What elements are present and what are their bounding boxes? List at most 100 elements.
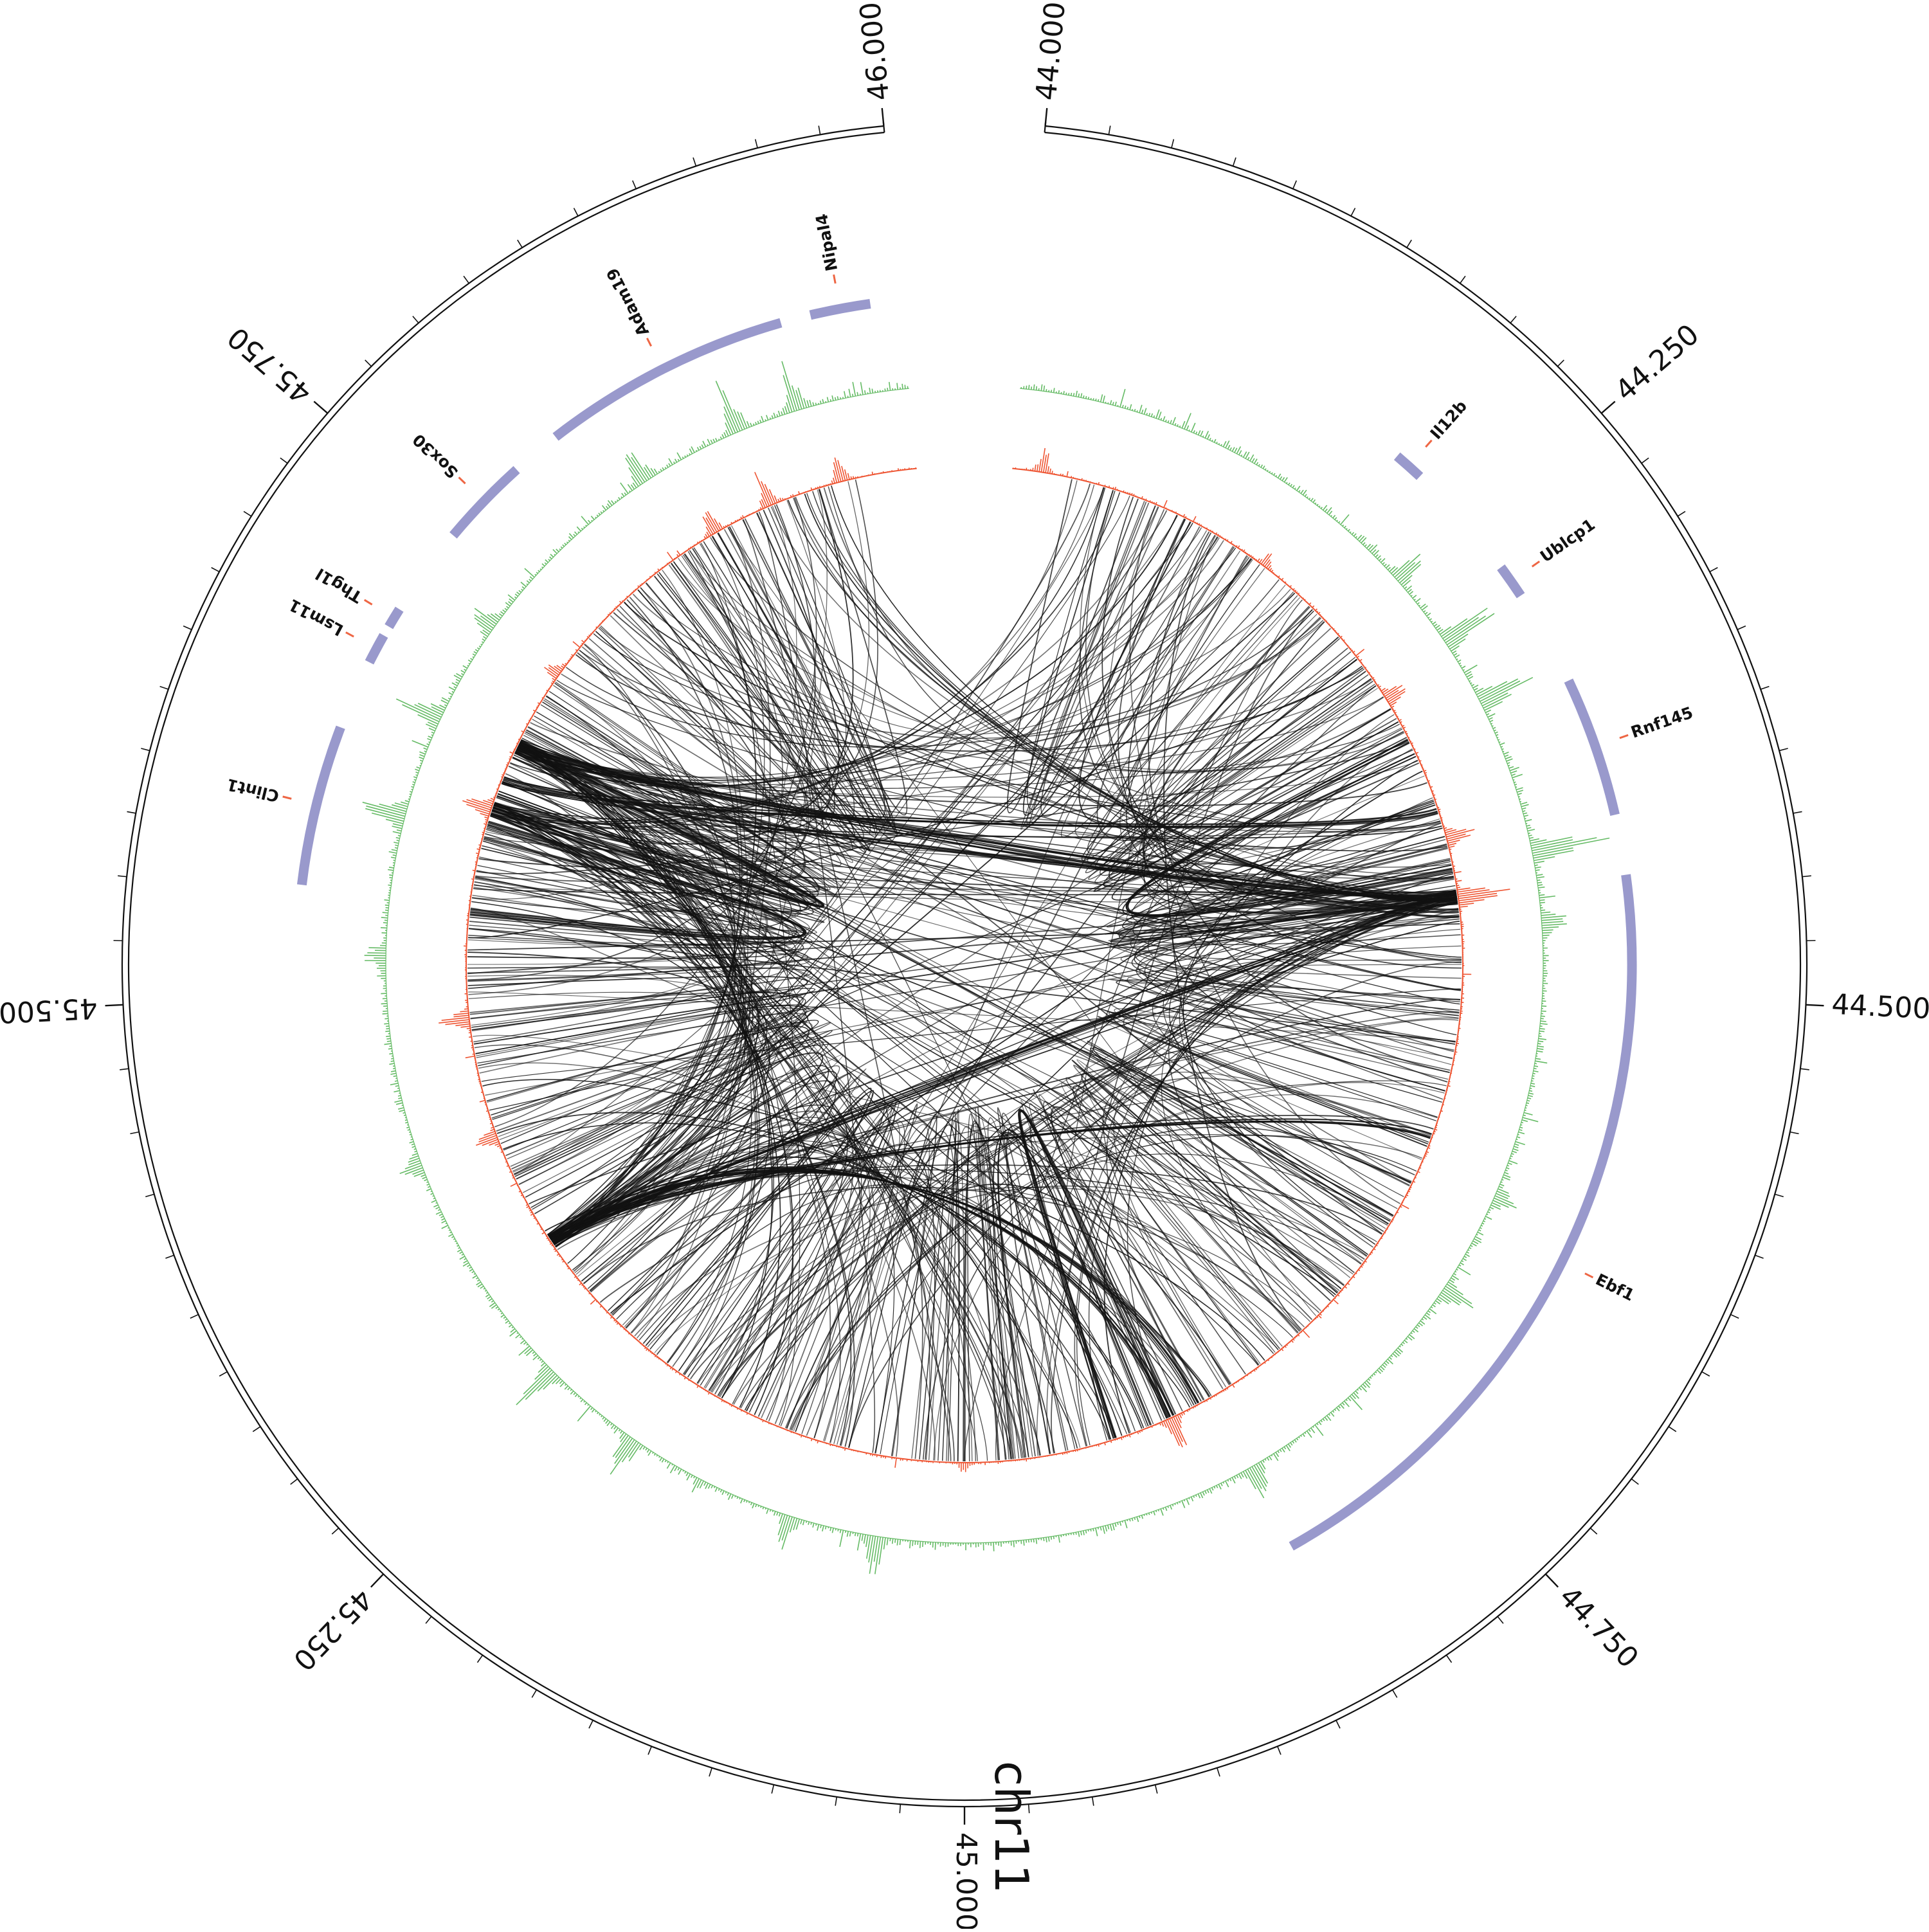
position-label: 45.750 xyxy=(221,320,318,410)
minor-tick xyxy=(756,140,757,149)
position-label: 46.000 xyxy=(854,1,896,102)
minor-tick xyxy=(1460,276,1465,283)
minor-tick xyxy=(1761,687,1769,690)
minor-tick xyxy=(1737,626,1746,630)
minor-tick xyxy=(477,1655,482,1662)
gene-label: Clint1 xyxy=(225,775,281,806)
gene-label: Ublcp1 xyxy=(1537,515,1598,566)
minor-tick xyxy=(1336,1720,1340,1729)
major-tick xyxy=(371,1574,383,1587)
interaction-link xyxy=(711,1186,1341,1392)
gene-label: Thg1l xyxy=(312,564,365,607)
minor-tick xyxy=(332,1528,338,1534)
position-label: 44.250 xyxy=(1609,318,1705,408)
minor-tick xyxy=(127,811,136,813)
gene-tick xyxy=(283,797,292,799)
minor-tick xyxy=(1710,568,1717,572)
gene-tick xyxy=(1426,440,1431,447)
gene-label: Ebf1 xyxy=(1593,1270,1638,1305)
gene-tick xyxy=(459,477,466,483)
position-label: 44.500 xyxy=(1831,988,1929,1025)
position-label: 44.750 xyxy=(1553,1580,1645,1675)
interaction-link xyxy=(489,902,1458,1110)
major-tick xyxy=(882,108,884,126)
minor-tick xyxy=(1278,1746,1281,1755)
gene-label: Adam19 xyxy=(602,265,653,339)
minor-tick xyxy=(1155,1785,1157,1794)
minor-tick xyxy=(365,360,372,366)
minor-tick xyxy=(633,181,636,189)
minor-tick xyxy=(183,626,192,630)
minor-tick xyxy=(819,126,820,135)
interaction-links xyxy=(467,479,1462,1461)
minor-tick xyxy=(1793,811,1802,813)
minor-tick xyxy=(1800,1069,1809,1070)
gene-arc xyxy=(453,469,517,535)
interaction-link xyxy=(579,650,1456,893)
minor-tick xyxy=(1233,158,1236,166)
minor-tick xyxy=(532,1690,536,1697)
minor-tick xyxy=(1351,208,1355,216)
minor-tick xyxy=(835,1797,837,1806)
axis-ring-outer xyxy=(122,126,1807,1807)
minor-tick xyxy=(165,1255,174,1258)
minor-tick xyxy=(1557,360,1564,366)
gene-arc xyxy=(369,635,383,662)
gene-arc xyxy=(1397,456,1420,477)
interaction-link xyxy=(552,1131,894,1453)
minor-tick xyxy=(1642,458,1649,463)
minor-tick xyxy=(130,1132,139,1134)
minor-tick xyxy=(426,1616,431,1623)
minor-tick xyxy=(1498,1616,1503,1623)
minor-tick xyxy=(190,1315,199,1319)
minor-tick xyxy=(518,240,522,248)
minor-tick xyxy=(574,208,577,216)
gene-tick xyxy=(834,275,836,284)
position-axis xyxy=(105,108,1824,1825)
gene-label: Rnf145 xyxy=(1629,703,1696,742)
minor-tick xyxy=(1702,1372,1710,1377)
minor-tick xyxy=(464,276,469,283)
gene-arc xyxy=(556,323,781,437)
gene-tick xyxy=(647,338,651,346)
position-label: 45.250 xyxy=(287,1582,379,1677)
minor-tick xyxy=(1590,1528,1597,1534)
major-tick xyxy=(1806,1005,1824,1006)
minor-tick xyxy=(693,158,696,166)
minor-tick xyxy=(1775,1195,1783,1197)
minor-tick xyxy=(589,1720,593,1729)
minor-tick xyxy=(709,1768,712,1776)
gene-tick xyxy=(365,600,372,604)
major-tick xyxy=(105,1005,123,1006)
major-tick xyxy=(1046,108,1047,126)
gene-label: Lsm11 xyxy=(285,595,346,640)
gene-arc xyxy=(389,609,399,627)
gene-tick xyxy=(1585,1274,1593,1277)
minor-tick xyxy=(1407,240,1411,248)
gene-arc xyxy=(1291,875,1632,1547)
minor-tick xyxy=(145,1195,154,1197)
minor-tick xyxy=(219,1372,227,1377)
minor-tick xyxy=(1393,1690,1397,1697)
minor-tick xyxy=(141,748,150,751)
position-label: 44.000 xyxy=(1030,0,1073,102)
minor-tick xyxy=(772,1785,774,1794)
gene-track: Nipal4Adam19Sox30Thg1lLsm11Clint1Il12bUb… xyxy=(225,212,1696,1546)
axis-ring-inner xyxy=(129,132,1800,1800)
major-tick xyxy=(1602,401,1615,413)
minor-tick xyxy=(1293,181,1296,189)
gene-arc xyxy=(1568,681,1615,815)
gene-arc xyxy=(302,727,340,885)
minor-tick xyxy=(120,1069,129,1070)
gene-tick xyxy=(346,633,354,637)
minor-tick xyxy=(648,1746,651,1755)
gene-tick xyxy=(1620,735,1628,738)
position-label: 45.500 xyxy=(0,991,98,1029)
interaction-link xyxy=(467,925,809,981)
position-label: 45.000 xyxy=(950,1832,983,1929)
minor-tick xyxy=(291,1479,298,1485)
minor-tick xyxy=(253,1427,260,1432)
